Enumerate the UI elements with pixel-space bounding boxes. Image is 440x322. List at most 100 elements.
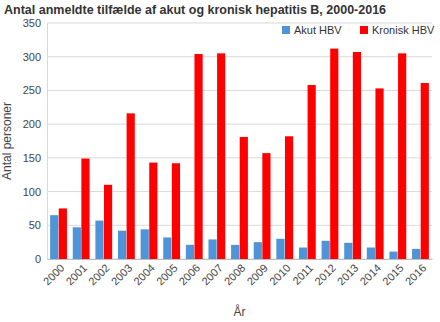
grid-line xyxy=(47,124,432,125)
y-tick-label: 50 xyxy=(29,219,41,231)
x-tick: 2010 xyxy=(267,259,293,287)
bars xyxy=(50,49,429,259)
x-tick: 2002 xyxy=(86,259,112,287)
x-tick-label: 2001 xyxy=(63,262,89,288)
bar xyxy=(389,252,397,259)
y-tick: 200 xyxy=(23,118,47,130)
bar xyxy=(299,248,307,259)
bar xyxy=(240,137,248,259)
bar xyxy=(141,229,149,259)
legend-label: Kronisk HBV xyxy=(372,24,435,36)
bar xyxy=(172,163,180,259)
y-tick-label: 150 xyxy=(23,152,41,164)
y-tick-label: 300 xyxy=(23,51,41,63)
y-tick-label: 100 xyxy=(23,186,41,198)
bar xyxy=(73,227,81,259)
bar xyxy=(398,53,406,259)
bar xyxy=(231,245,239,259)
series xyxy=(59,49,429,259)
x-tick: 2013 xyxy=(335,259,361,287)
x-tick: 2005 xyxy=(154,259,180,287)
bar xyxy=(353,52,361,259)
bar xyxy=(104,185,112,259)
y-tick: 100 xyxy=(23,186,47,198)
bar xyxy=(127,113,135,259)
legend-swatch xyxy=(360,26,368,34)
y-tick: 250 xyxy=(23,84,47,96)
legend: Akut HBV Kronisk HBV xyxy=(282,24,435,36)
y-tick-label: 250 xyxy=(23,84,41,96)
bar xyxy=(344,243,352,259)
bar xyxy=(285,136,293,259)
bar xyxy=(186,245,194,259)
y-axis: 0 50 100 150 200 250 300 350 xyxy=(23,17,48,265)
grid-line xyxy=(47,157,432,158)
x-tick-label: 2012 xyxy=(312,262,338,288)
x-tick-label: 2009 xyxy=(244,262,270,288)
x-tick: 2008 xyxy=(222,259,248,287)
bar xyxy=(375,88,383,259)
y-tick-label: 0 xyxy=(35,253,41,265)
legend-label: Akut HBV xyxy=(294,24,342,36)
y-axis-title: Antal personer xyxy=(0,102,14,180)
x-tick: 2006 xyxy=(176,259,202,287)
x-tick-label: 2002 xyxy=(86,262,112,288)
grid xyxy=(47,23,432,259)
x-tick: 2012 xyxy=(312,259,338,287)
x-axis-title: År xyxy=(234,304,246,319)
y-tick: 350 xyxy=(23,17,47,29)
bar xyxy=(59,208,67,259)
grid-line xyxy=(47,56,432,57)
x-tick: 2015 xyxy=(380,259,406,287)
y-tick: 0 xyxy=(35,253,47,265)
y-tick: 300 xyxy=(23,51,47,63)
chart: Antal anmeldte tilfælde af akut og kroni… xyxy=(0,0,440,322)
bar xyxy=(330,49,338,259)
x-tick-label: 2010 xyxy=(267,262,293,288)
bar xyxy=(208,239,216,259)
x-tick: 2003 xyxy=(109,259,135,287)
bar xyxy=(118,231,126,259)
x-tick-label: 2004 xyxy=(131,262,157,288)
bar xyxy=(163,237,171,259)
x-tick-label: 2011 xyxy=(290,262,315,287)
x-tick: 2014 xyxy=(357,259,383,287)
bar xyxy=(276,239,284,259)
x-tick-label: 2007 xyxy=(199,262,225,288)
legend-item: Akut HBV xyxy=(282,24,342,36)
x-tick: 2016 xyxy=(403,259,429,287)
x-tick: 2009 xyxy=(244,259,270,287)
bar xyxy=(149,163,157,259)
y-axis-line xyxy=(47,24,48,260)
plot: 0501001502002503003502000200120022003200… xyxy=(23,17,433,287)
x-tick: 2011 xyxy=(290,259,315,287)
bar xyxy=(412,249,420,259)
x-tick-label: 2015 xyxy=(380,262,406,288)
bar xyxy=(95,221,103,259)
y-tick: 50 xyxy=(29,219,47,231)
x-tick: 2007 xyxy=(199,259,225,287)
bar xyxy=(81,159,89,259)
y-tick: 150 xyxy=(23,152,47,164)
x-tick-label: 2008 xyxy=(222,262,248,288)
x-tick-label: 2005 xyxy=(154,262,180,288)
bar xyxy=(421,83,429,259)
x-tick: 2001 xyxy=(63,259,89,287)
x-tick-label: 2014 xyxy=(357,262,383,288)
bar xyxy=(194,54,202,259)
legend-swatch xyxy=(282,26,290,34)
x-tick-label: 2003 xyxy=(109,262,135,288)
y-tick-label: 350 xyxy=(23,17,41,29)
bar xyxy=(308,85,316,259)
x-tick-label: 2013 xyxy=(335,262,361,288)
bar xyxy=(262,153,270,259)
x-tick-label: 2000 xyxy=(41,262,67,288)
x-axis: 2000200120022003200420052006200720082009… xyxy=(41,259,433,287)
x-tick-label: 2016 xyxy=(403,262,429,288)
x-tick: 2000 xyxy=(41,259,67,287)
x-tick-label: 2006 xyxy=(176,262,202,288)
bar xyxy=(254,242,262,259)
bar xyxy=(322,241,330,259)
x-axis-line xyxy=(48,259,433,260)
bar xyxy=(217,53,225,259)
